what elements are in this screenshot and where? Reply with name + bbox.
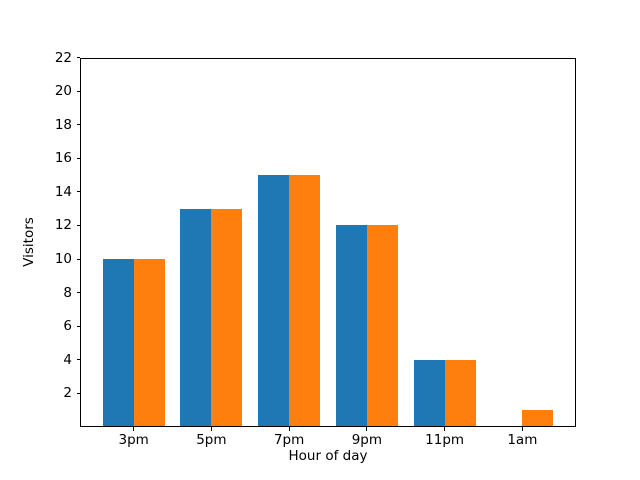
x-tick-label: 3pm [118, 432, 149, 448]
y-tick-mark [76, 124, 80, 126]
x-tick-label: 11pm [425, 432, 465, 448]
y-tick-mark [76, 392, 80, 394]
x-tick-mark [366, 427, 368, 431]
bar-series-2-orange-9pm [366, 225, 398, 427]
y-tick-mark [76, 191, 80, 193]
y-tick-mark [76, 224, 80, 226]
y-tick-mark [76, 292, 80, 294]
bar-series-1-blue-9pm [335, 225, 367, 427]
y-tick-label: 6 [63, 318, 72, 335]
x-tick-mark [288, 427, 290, 431]
bar-series-1-blue-11pm [413, 359, 445, 427]
bar-series-1-blue-3pm [102, 259, 134, 427]
x-tick-label: 9pm [351, 432, 383, 448]
y-tick-label: 4 [63, 351, 72, 368]
bar-series-2-orange-3pm [133, 259, 165, 427]
y-tick-mark [76, 57, 80, 58]
y-tick-label: 16 [54, 150, 72, 167]
y-tick-label: 12 [54, 217, 72, 234]
bar-series-2-orange-5pm [211, 208, 243, 427]
x-axis-label: Hour of day [288, 448, 368, 464]
y-tick-mark [76, 157, 80, 159]
y-tick-mark [76, 258, 80, 260]
y-tick-mark [76, 359, 80, 361]
bar-series-2-orange-11pm [444, 359, 476, 427]
y-tick-label: 8 [63, 284, 72, 301]
y-tick-mark [76, 90, 80, 92]
x-tick-label: 1am [507, 432, 538, 448]
y-tick-label: 18 [54, 116, 72, 133]
bar-series-2-orange-1am [522, 410, 554, 427]
bar-series-1-blue-5pm [180, 208, 212, 427]
y-tick-label: 2 [63, 385, 72, 402]
bar-series-1-blue-7pm [258, 175, 290, 427]
x-tick-label: 7pm [273, 432, 305, 448]
y-tick-label: 14 [54, 183, 72, 200]
y-tick-label: 20 [54, 83, 72, 100]
y-tick-label: 10 [54, 251, 72, 268]
x-tick-mark [444, 427, 446, 431]
y-tick-label: 22 [54, 49, 72, 66]
x-tick-mark [210, 427, 212, 431]
y-tick-mark [76, 325, 80, 327]
x-tick-mark [521, 427, 523, 431]
bar-series-2-orange-7pm [289, 175, 321, 427]
x-tick-label: 5pm [196, 432, 227, 448]
x-tick-mark [133, 427, 135, 431]
